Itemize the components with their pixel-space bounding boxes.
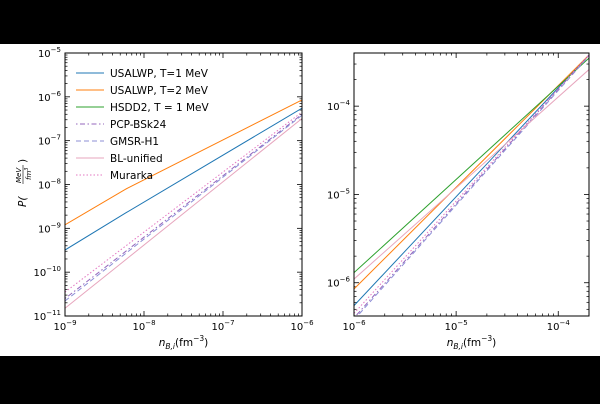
figure-background bbox=[0, 44, 600, 356]
y-axis-label: P( MeV fm3) bbox=[15, 159, 33, 207]
y-axis-label-close: ) bbox=[17, 159, 29, 163]
legend: USALWP, T=1 MeV USALWP, T=2 MeV HSDD2, T =… bbox=[76, 68, 210, 182]
series-line-murarka bbox=[65, 111, 302, 293]
series-line-usalwp-t-2-mev bbox=[65, 99, 302, 226]
x-tick-label: 10−5 bbox=[445, 319, 468, 333]
y-axis-label-main: P( bbox=[17, 196, 29, 207]
series-line-gmsr-h1 bbox=[356, 55, 589, 316]
y-axis-label-numerator: MeV bbox=[15, 167, 23, 183]
legend-item: Murarka bbox=[76, 170, 153, 182]
y-tick-label: 10−5 bbox=[327, 187, 350, 201]
left-panel: 10−9 10−8 10−7 10−6 10−11 10−10 10−9 10−8 10−7 10… bbox=[15, 46, 314, 351]
series-line-gmsr-h1 bbox=[65, 114, 302, 302]
legend-item: HSDD2, T = 1 MeV bbox=[76, 102, 210, 114]
x-tick-label: 10−8 bbox=[132, 319, 155, 333]
right-major-ticks: 10−6 10−5 10−4 10−6 10−5 10−4 bbox=[327, 53, 589, 333]
series-line-pcp-bsk24 bbox=[65, 113, 302, 299]
right-x-axis-label: nB,i(fm−3) bbox=[447, 334, 496, 351]
x-tick-label: 10−6 bbox=[290, 319, 314, 333]
series-line-usalwp-t-1-mev bbox=[354, 54, 589, 307]
legend-label: HSDD2, T = 1 MeV bbox=[110, 102, 210, 114]
y-tick-label: 10−11 bbox=[33, 309, 61, 323]
x-tick-label: 10−6 bbox=[342, 319, 366, 333]
legend-item: GMSR-H1 bbox=[76, 136, 159, 148]
y-tick-label: 10−6 bbox=[327, 276, 351, 290]
left-axes-frame bbox=[64, 52, 303, 317]
right-panel: 10−6 10−5 10−4 10−6 10−5 10−4 nB,i(fm−3) bbox=[327, 52, 590, 351]
series-line-bl-unified bbox=[354, 69, 589, 280]
left-major-ticks: 10−9 10−8 10−7 10−6 10−11 10−10 10−9 10−8 10−7 10… bbox=[33, 46, 314, 333]
left-series-group bbox=[65, 99, 302, 309]
series-line-bl-unified bbox=[65, 118, 302, 309]
y-tick-label: 10−6 bbox=[38, 90, 62, 104]
legend-item: PCP-BSk24 bbox=[76, 119, 167, 131]
x-tick-label: 10−7 bbox=[211, 319, 234, 333]
y-tick-label: 10−5 bbox=[38, 46, 61, 60]
right-series-group bbox=[354, 54, 589, 316]
y-tick-label: 10−4 bbox=[327, 99, 351, 113]
y-tick-label: 10−9 bbox=[38, 221, 61, 235]
legend-label: BL-unified bbox=[110, 153, 163, 165]
legend-item: USALWP, T=1 MeV bbox=[76, 68, 209, 80]
legend-item: BL-unified bbox=[76, 153, 163, 165]
legend-item: USALWP, T=2 MeV bbox=[76, 85, 209, 97]
legend-label: USALWP, T=2 MeV bbox=[110, 85, 209, 97]
series-line-hsdd2-t-1-mev bbox=[354, 57, 589, 274]
y-tick-label: 10−8 bbox=[38, 178, 61, 192]
left-x-axis-label: nB,i(fm−3) bbox=[159, 334, 208, 351]
series-line-murarka bbox=[354, 54, 589, 314]
y-tick-label: 10−7 bbox=[38, 134, 61, 148]
x-tick-label: 10−4 bbox=[547, 319, 571, 333]
y-axis-label-denominator: fm3 bbox=[24, 168, 33, 180]
series-line-pcp-bsk24 bbox=[355, 54, 589, 316]
legend-label: PCP-BSk24 bbox=[110, 119, 167, 131]
x-tick-label: 10−9 bbox=[53, 319, 76, 333]
legend-label: USALWP, T=1 MeV bbox=[110, 68, 209, 80]
legend-label: GMSR-H1 bbox=[110, 136, 159, 148]
y-tick-label: 10−10 bbox=[33, 265, 61, 279]
right-axes-frame bbox=[353, 52, 590, 317]
legend-label: Murarka bbox=[110, 170, 153, 182]
series-line-usalwp-t-1-mev bbox=[65, 107, 302, 251]
